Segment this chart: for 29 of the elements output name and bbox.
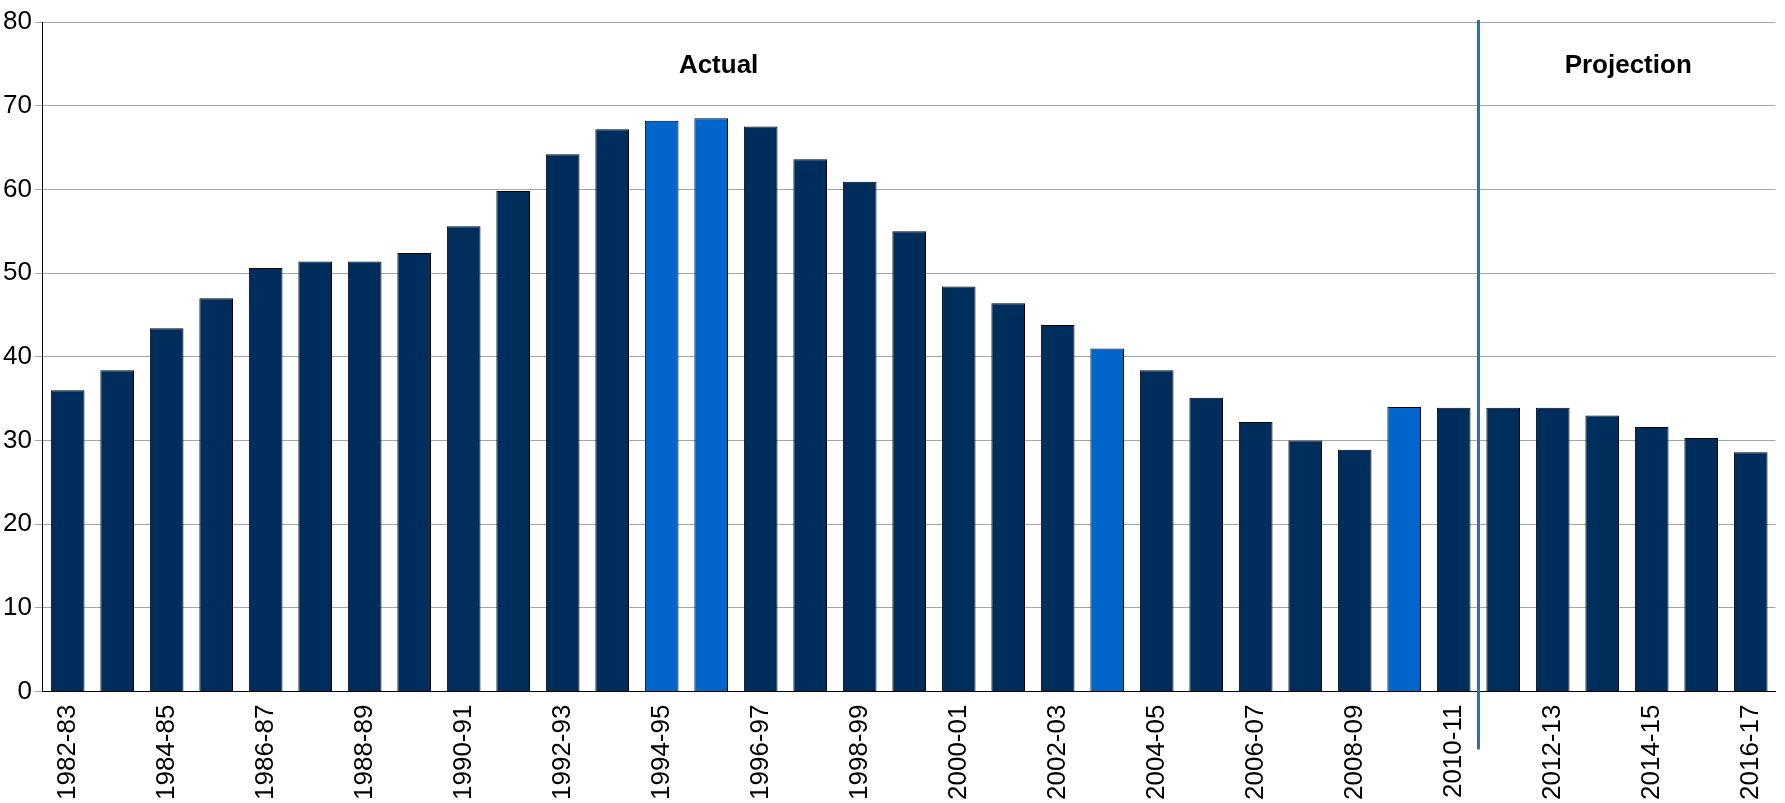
x-tick-label: 1998-99 [842, 704, 873, 800]
annotation: Projection [1564, 48, 1692, 79]
y-tick-label: 50 [3, 256, 32, 287]
x-tick-label: 2002-03 [1040, 704, 1071, 800]
x-tick-label: 2014-15 [1634, 704, 1665, 800]
x-tick-label: 1994-95 [644, 704, 675, 800]
x-tick-label: 1988-89 [347, 704, 378, 800]
x-tick-label: 2004-05 [1139, 704, 1170, 800]
x-tick-label: 2008-09 [1337, 704, 1368, 800]
y-tick-label: 40 [3, 339, 32, 370]
x-tick-label: 2012-13 [1535, 704, 1566, 800]
y-tick-label: 10 [3, 591, 32, 622]
y-tick-label: 30 [3, 423, 32, 454]
annotation: Actual [678, 48, 759, 79]
x-tick-label: 2010-11 [1436, 704, 1467, 799]
x-tick-label: 1986-87 [248, 704, 279, 800]
y-tick-label: 70 [3, 88, 32, 119]
x-tick-label: 1984-85 [149, 704, 180, 800]
x-tick-label: 1992-93 [545, 704, 576, 800]
y-tick-label: 60 [3, 172, 32, 203]
y-tick-label: 80 [3, 5, 32, 36]
x-tick-label: 2000-01 [941, 704, 972, 800]
x-tick-label: 1996-97 [743, 704, 774, 800]
y-tick-label: 20 [3, 507, 32, 538]
x-tick-label: 2006-07 [1238, 704, 1269, 800]
x-tick-label: 1990-91 [446, 704, 477, 800]
y-tick-label: 0 [17, 674, 32, 705]
x-tick-label: 2016-17 [1733, 704, 1764, 800]
x-tick-label: 1982-83 [50, 704, 81, 800]
